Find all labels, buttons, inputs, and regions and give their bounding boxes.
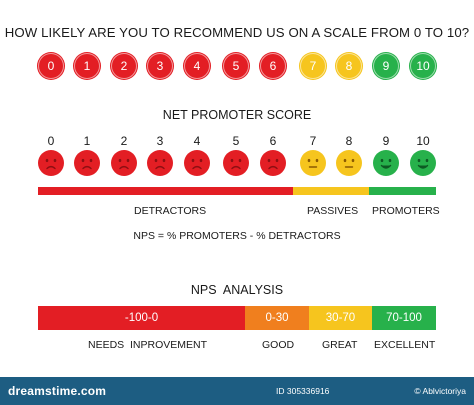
promoters-label: PROMOTERS xyxy=(372,205,440,217)
sad-face-icon xyxy=(223,150,249,176)
footer-brand[interactable]: dreamstime.com xyxy=(8,384,107,398)
sad-face-icon xyxy=(147,150,173,176)
rating-circle-10[interactable]: 10 xyxy=(410,53,436,79)
segment-range: 70-100 xyxy=(386,312,422,324)
score-number-7: 7 xyxy=(309,134,317,148)
segment-label-excellent: EXCELLENT xyxy=(374,339,436,351)
rating-circle-4[interactable]: 4 xyxy=(184,53,210,79)
detractors-bar xyxy=(38,187,293,195)
rating-circle-7[interactable]: 7 xyxy=(300,53,326,79)
rating-circle-label: 9 xyxy=(382,59,390,73)
rating-circle-label: 3 xyxy=(156,59,164,73)
score-number-10: 10 xyxy=(416,134,430,148)
score-number-4: 4 xyxy=(193,134,201,148)
happy-face-icon xyxy=(410,150,436,176)
passives-label: PASSIVES xyxy=(307,205,359,217)
score-number-1: 1 xyxy=(83,134,91,148)
segment-label-great: GREAT xyxy=(322,339,358,351)
happy-face-icon xyxy=(373,150,399,176)
sad-face-icon xyxy=(111,150,137,176)
rating-circle-label: 0 xyxy=(47,59,55,73)
segment-label-good: GOOD xyxy=(262,339,295,351)
rating-circle-label: 8 xyxy=(345,59,353,73)
detractors-label: DETRACTORS xyxy=(134,205,207,217)
neutral-face-icon xyxy=(336,150,362,176)
passives-bar xyxy=(293,187,369,195)
rating-circle-label: 2 xyxy=(120,59,128,73)
rating-circle-8[interactable]: 8 xyxy=(336,53,362,79)
rating-circle-0[interactable]: 0 xyxy=(38,53,64,79)
sad-face-icon xyxy=(260,150,286,176)
sad-face-icon xyxy=(38,150,64,176)
rating-circle-1[interactable]: 1 xyxy=(74,53,100,79)
rating-circle-label: 10 xyxy=(416,59,430,73)
rating-circle-9[interactable]: 9 xyxy=(373,53,399,79)
rating-circle-3[interactable]: 3 xyxy=(147,53,173,79)
rating-scale-row: 0 1 2 3 4 5 6 7 8 9 10 xyxy=(0,53,474,93)
score-number-0: 0 xyxy=(47,134,55,148)
score-number-5: 5 xyxy=(232,134,240,148)
sad-face-icon xyxy=(184,150,210,176)
segment-label-needs-improvement: NEEDS INPROVEMENT xyxy=(88,339,208,351)
score-number-9: 9 xyxy=(382,134,390,148)
survey-question-title: HOW LIKELY ARE YOU TO RECOMMEND US ON A … xyxy=(4,25,470,40)
score-number-8: 8 xyxy=(345,134,353,148)
neutral-face-icon xyxy=(300,150,326,176)
rating-circle-6[interactable]: 6 xyxy=(260,53,286,79)
rating-circle-label: 4 xyxy=(193,59,201,73)
analysis-segment-needs-improvement: -100-0 xyxy=(38,306,245,330)
rating-circle-label: 7 xyxy=(309,59,317,73)
nps-analysis-title: NPS ANALYSIS xyxy=(190,283,284,297)
footer-image-id: ID 305336916 xyxy=(276,386,330,396)
score-number-2: 2 xyxy=(120,134,128,148)
rating-circle-5[interactable]: 5 xyxy=(223,53,249,79)
segment-range: -100-0 xyxy=(124,312,159,324)
nps-formula: NPS = % PROMOTERS - % DETRACTORS xyxy=(133,230,341,242)
rating-circle-label: 6 xyxy=(269,59,277,73)
segment-range: 0-30 xyxy=(265,312,289,324)
analysis-segment-great: 30-70 xyxy=(309,306,372,330)
promoters-bar xyxy=(369,187,436,195)
score-number-6: 6 xyxy=(269,134,277,148)
nps-section-title: NET PROMOTER SCORE xyxy=(162,108,312,122)
sad-face-icon xyxy=(74,150,100,176)
footer-banner: dreamstime.com ID 305336916 © Ablvictori… xyxy=(0,377,474,405)
score-number-3: 3 xyxy=(156,134,164,148)
rating-circle-label: 5 xyxy=(232,59,240,73)
rating-circle-label: 1 xyxy=(83,59,91,73)
analysis-segment-good: 0-30 xyxy=(245,306,309,330)
segment-range: 30-70 xyxy=(325,312,356,324)
analysis-segment-excellent: 70-100 xyxy=(372,306,436,330)
footer-author: © Ablvictoriya xyxy=(414,386,466,396)
rating-circle-2[interactable]: 2 xyxy=(111,53,137,79)
